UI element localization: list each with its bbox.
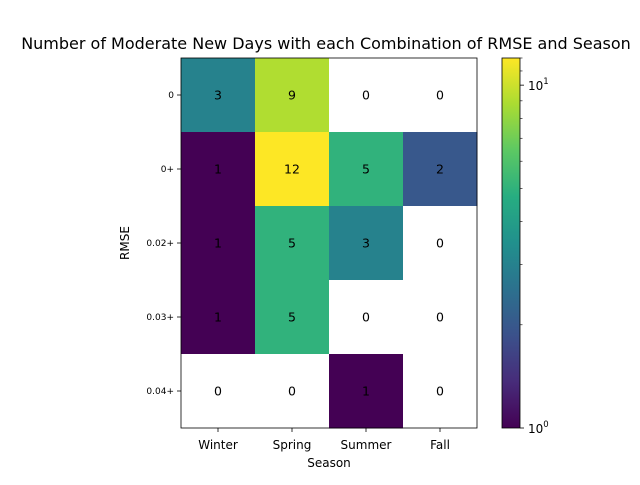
heatmap-cell: [255, 132, 330, 207]
heatmap-cell: [255, 206, 330, 281]
heatmap-cell: [329, 280, 404, 355]
x-tick-label: Spring: [273, 438, 312, 452]
cell-value-label: 0: [288, 384, 296, 399]
heatmap-cell: [255, 354, 330, 429]
y-tick-label: 0.03+: [146, 313, 174, 323]
y-axis-label: RMSE: [118, 226, 132, 260]
heatmap-cell: [329, 132, 404, 207]
colorbar-tick-label: 100: [528, 420, 549, 436]
heatmap-cell: [329, 206, 404, 281]
heatmap-cell: [403, 354, 478, 429]
heatmap-cell-labels: 3 9 0 0 1 12 5 2 1 5 3 0 1 5 0 0 0 0 1 0: [214, 88, 444, 399]
x-axis-label: Season: [307, 456, 351, 470]
y-axis-ticks: 0 0+ 0.02+ 0.03+ 0.04+: [146, 91, 181, 397]
cell-value-label: 0: [436, 310, 444, 325]
cell-value-label: 3: [214, 88, 222, 103]
heatmap-cell: [181, 58, 256, 133]
colorbar: 100 101: [501, 57, 549, 436]
heatmap-cell: [181, 206, 256, 281]
cell-value-label: 0: [362, 310, 370, 325]
cell-value-label: 1: [362, 384, 370, 399]
cell-value-label: 3: [362, 236, 370, 251]
cell-value-label: 9: [288, 88, 296, 103]
cell-value-label: 0: [436, 88, 444, 103]
heatmap-cell: [403, 280, 478, 355]
heatmap-cell: [255, 280, 330, 355]
y-tick-label: 0: [168, 91, 174, 101]
x-tick-label: Fall: [430, 438, 450, 452]
cell-value-label: 1: [214, 236, 222, 251]
heatmap-cell: [329, 58, 404, 133]
cell-value-label: 5: [288, 236, 296, 251]
heatmap-cell: [403, 58, 478, 133]
x-axis-ticks: Winter Spring Summer Fall: [198, 428, 450, 452]
cell-value-label: 0: [436, 236, 444, 251]
x-tick-label: Winter: [198, 438, 238, 452]
cell-value-label: 1: [214, 162, 222, 177]
y-tick-label: 0.04+: [146, 387, 174, 397]
heatmap-cell: [181, 354, 256, 429]
colorbar-frame: [501, 57, 521, 429]
y-tick-label: 0.02+: [146, 239, 174, 249]
cell-value-label: 0: [214, 384, 222, 399]
heatmap-cell: [181, 132, 256, 207]
y-tick-label: 0+: [161, 165, 174, 175]
heatmap-cell: [403, 132, 478, 207]
heatmap-cell: [403, 206, 478, 281]
cell-value-label: 5: [362, 162, 370, 177]
colorbar-gradient: [502, 58, 520, 428]
cell-value-label: 0: [436, 384, 444, 399]
x-tick-label: Summer: [341, 438, 392, 452]
colorbar-tick-label: 101: [528, 77, 549, 93]
heatmap-cells: [181, 58, 478, 429]
heatmap-cell: [181, 280, 256, 355]
cell-value-label: 2: [436, 162, 444, 177]
cell-value-label: 5: [288, 310, 296, 325]
heatmap-cell: [255, 58, 330, 133]
heatmap-cell: [329, 354, 404, 429]
cell-value-label: 0: [362, 88, 370, 103]
cell-value-label: 1: [214, 310, 222, 325]
cell-value-label: 12: [284, 162, 300, 177]
chart-title: Number of Moderate New Days with each Co…: [21, 34, 631, 53]
